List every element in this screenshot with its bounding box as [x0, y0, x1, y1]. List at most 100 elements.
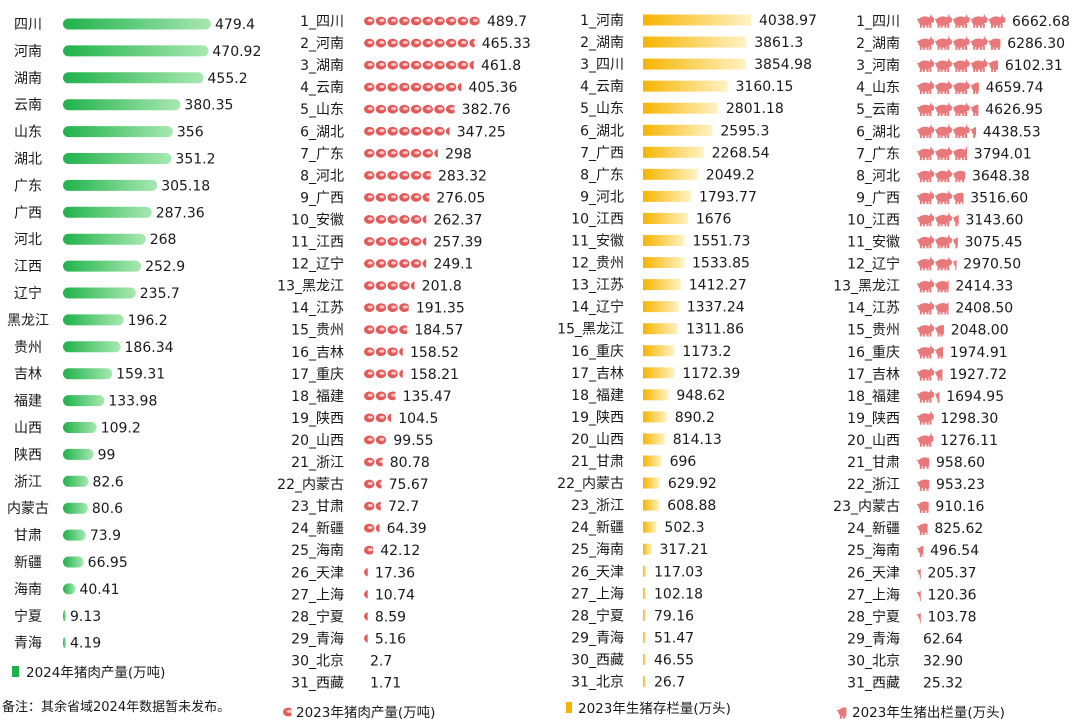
meat-icon	[410, 148, 422, 158]
p1-legend-label: 2024年猪肉产量(万吨)	[26, 665, 165, 681]
pig-icon	[917, 190, 934, 205]
meat-icon	[399, 369, 403, 378]
p1-value-label: 356	[177, 125, 204, 141]
meat-icon	[469, 16, 480, 26]
p3-category-label: 17_吉林	[571, 366, 624, 382]
p1-bar	[63, 45, 209, 57]
p4-value-label: 3516.60	[970, 190, 1028, 206]
p4-value-label: 3075.45	[965, 235, 1023, 251]
p3-bar	[643, 124, 713, 136]
pig-icon	[934, 14, 952, 28]
meat-icon	[410, 215, 422, 224]
pig-icon	[917, 80, 934, 94]
p1-category-label: 广西	[14, 205, 42, 221]
meat-icon	[364, 545, 374, 555]
meat-icon	[387, 170, 398, 180]
p3-category-label: 27_上海	[571, 586, 624, 602]
p1-category-label: 江西	[14, 259, 42, 275]
meat-icon	[387, 60, 398, 70]
pig-icon	[952, 124, 970, 139]
meat-icon	[364, 590, 368, 599]
p1-bar	[63, 637, 66, 649]
p4-category-label: 13_黑龙江	[833, 279, 900, 295]
meat-icon	[434, 82, 445, 92]
pig-icon	[837, 707, 847, 719]
p2-category-label: 11_江西	[291, 235, 344, 251]
pig-icon	[952, 102, 970, 116]
pig-icon	[934, 347, 943, 359]
p3-value-label: 608.88	[667, 498, 716, 514]
meat-icon	[422, 148, 433, 158]
meat-icon	[375, 60, 387, 70]
pig-icon	[917, 523, 928, 535]
p3-bar	[643, 455, 662, 467]
pig-icon	[970, 14, 988, 28]
p2-category-label: 22_内蒙古	[277, 477, 344, 493]
p1-value-label: 109.2	[101, 421, 141, 437]
meat-icon	[364, 634, 368, 643]
meat-icon	[387, 82, 398, 92]
p4-legend-label: 2023年生猪出栏量(万头)	[852, 705, 1005, 721]
meat-icon	[434, 60, 445, 70]
pig-icon	[917, 168, 934, 183]
p3-value-label: 26.7	[654, 675, 685, 691]
meat-icon	[445, 104, 455, 114]
p4-value-label: 1927.72	[949, 367, 1007, 383]
p4-value-label: 2048.00	[951, 323, 1009, 339]
p1-bar	[63, 99, 181, 111]
p1-category-label: 四川	[14, 17, 42, 33]
p3-value-label: 3160.15	[736, 79, 794, 95]
meat-icon	[410, 38, 422, 48]
p2-value-label: 347.25	[457, 124, 506, 140]
meat-icon	[399, 325, 408, 335]
p3-bar	[643, 235, 685, 246]
meat-icon	[364, 523, 375, 533]
meat-icon	[375, 170, 387, 180]
p1-bar	[63, 233, 146, 245]
p3-bar	[643, 521, 657, 533]
pig-icon	[917, 300, 934, 315]
meat-icon	[410, 60, 422, 70]
p1-bar	[63, 422, 97, 433]
pig-icon	[934, 124, 952, 139]
p3-bar	[643, 257, 685, 269]
p3-category-label: 14_辽宁	[571, 299, 624, 316]
meat-icon	[434, 16, 445, 26]
p3-category-label: 4_云南	[580, 79, 624, 95]
p3-legend-swatch	[566, 702, 572, 713]
pig-icon	[952, 58, 970, 72]
p1-bar	[63, 260, 142, 272]
p1-value-label: 4.19	[70, 636, 101, 652]
p3-value-label: 890.2	[675, 410, 715, 426]
p3-value-label: 4038.97	[759, 13, 817, 29]
meat-icon	[387, 281, 398, 290]
pig-icon	[970, 36, 988, 50]
p2-value-label: 158.52	[410, 345, 459, 361]
p3-category-label: 22_内蒙古	[557, 476, 624, 492]
p3-bar	[643, 389, 669, 401]
p3-bar	[643, 499, 660, 511]
p3-bar	[643, 631, 646, 643]
p1-bar	[63, 475, 89, 487]
p1-value-label: 133.98	[108, 394, 157, 410]
p3-category-label: 18_福建	[571, 388, 624, 404]
p2-value-label: 262.37	[433, 212, 482, 228]
meat-icon	[422, 82, 433, 92]
p1-value-label: 40.41	[79, 582, 119, 598]
p1-value-label: 351.2	[175, 152, 215, 168]
meat-icon	[387, 148, 398, 158]
p1-category-label: 海南	[14, 582, 42, 598]
p4-category-label: 31_西藏	[847, 676, 900, 692]
pig-icon	[952, 146, 968, 161]
p4-value-label: 2414.33	[955, 279, 1013, 295]
meat-icon	[422, 60, 433, 70]
meat-icon	[469, 38, 475, 48]
p4-value-label: 496.54	[930, 543, 979, 559]
p4-value-label: 6286.30	[1007, 36, 1065, 52]
p2-category-label: 8_河北	[300, 168, 344, 184]
meat-icon	[387, 303, 398, 313]
pig-icon	[970, 126, 977, 139]
pig-icon	[934, 325, 944, 337]
p1-category-label: 云南	[14, 98, 42, 114]
pig-icon	[952, 36, 970, 50]
